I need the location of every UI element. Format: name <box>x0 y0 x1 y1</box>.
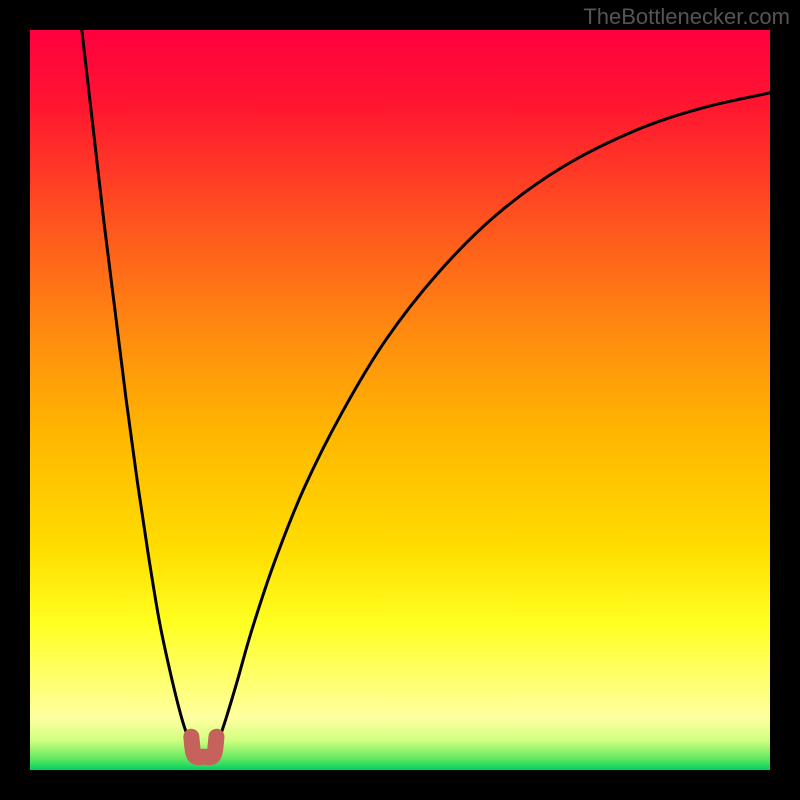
chart-container: TheBottlenecker.com <box>0 0 800 800</box>
plot-area <box>30 30 770 770</box>
bottleneck-chart <box>30 30 770 770</box>
watermark-text: TheBottlenecker.com <box>583 4 790 30</box>
gradient-background <box>30 30 770 770</box>
